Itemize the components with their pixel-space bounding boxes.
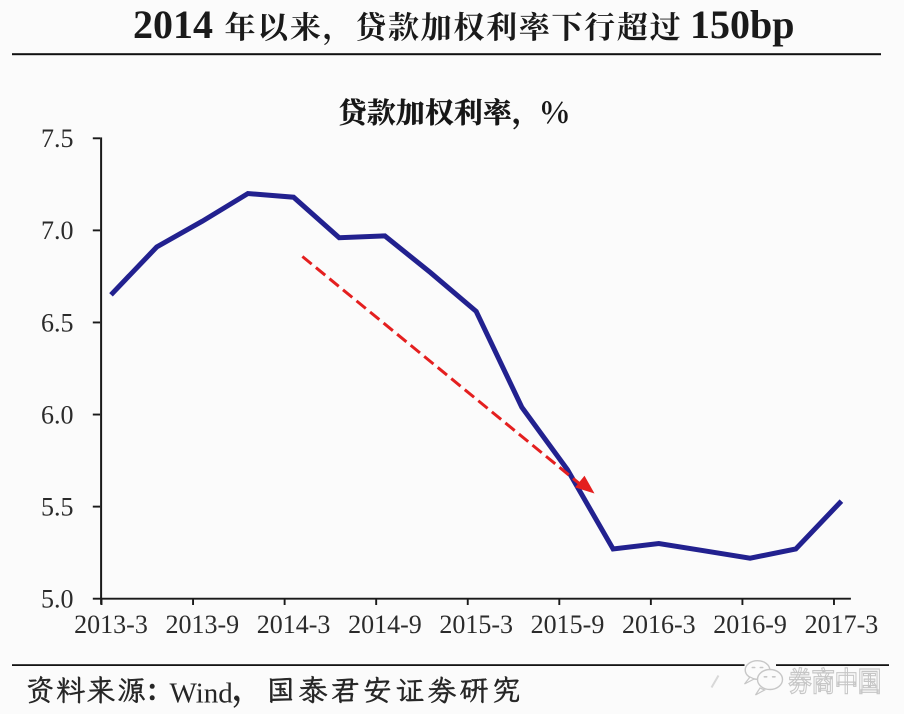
svg-text:6.0: 6.0 xyxy=(41,400,74,429)
svg-text:7.5: 7.5 xyxy=(41,124,74,153)
svg-text:2014: 2014 xyxy=(133,2,213,47)
svg-text:7.0: 7.0 xyxy=(41,216,74,245)
svg-text:5.5: 5.5 xyxy=(41,492,74,521)
svg-text:2014-9: 2014-9 xyxy=(348,610,422,639)
svg-text:2016-3: 2016-3 xyxy=(622,610,696,639)
svg-text:2015-9: 2015-9 xyxy=(531,610,605,639)
svg-text:2017-3: 2017-3 xyxy=(805,610,879,639)
svg-text:2013-9: 2013-9 xyxy=(165,610,239,639)
svg-text:2015-3: 2015-3 xyxy=(439,610,513,639)
svg-text:5.0: 5.0 xyxy=(41,585,74,614)
svg-text:150bp: 150bp xyxy=(690,2,795,47)
svg-text:2016-9: 2016-9 xyxy=(713,610,787,639)
svg-text:Wind: Wind xyxy=(170,678,234,710)
svg-text:6.5: 6.5 xyxy=(41,308,74,337)
svg-text:2013-3: 2013-3 xyxy=(74,610,148,639)
svg-text:2014-3: 2014-3 xyxy=(257,610,331,639)
